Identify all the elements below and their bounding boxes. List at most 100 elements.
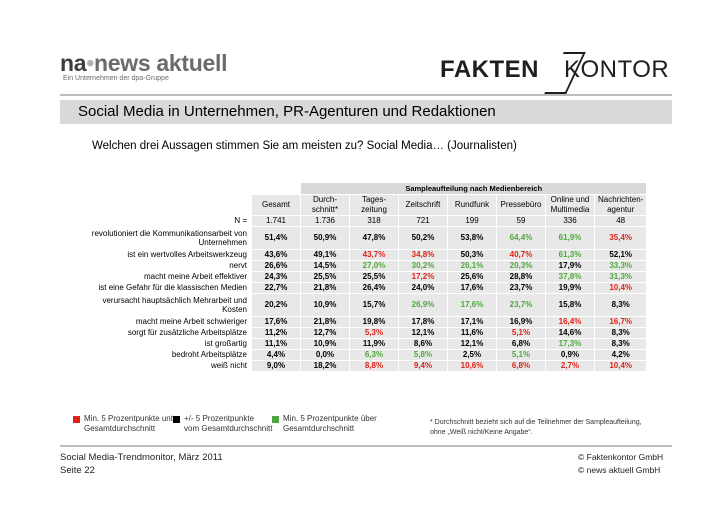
cell-value: 5,1%: [496, 349, 546, 361]
table-row: macht meine Arbeit effektiver 24,3% 25,5% 2…: [75, 271, 648, 283]
cell-value: 43,6%: [251, 249, 301, 261]
cell-value: 22,7%: [251, 282, 301, 294]
news-aktuell-logo: na•news aktuell: [60, 50, 228, 76]
page-title: Social Media in Unternehmen, PR-Agenture…: [78, 103, 496, 120]
cell-value: 8,8%: [349, 360, 399, 372]
table-row: revolutioniert die Kommunikationsarbeit …: [75, 226, 648, 250]
header-divider: [60, 94, 672, 96]
cell-value: 24,3%: [251, 271, 301, 283]
results-table: Sampleaufteilung nach Medienbereich Gesa…: [75, 182, 648, 372]
cell-value: 26,6%: [251, 260, 301, 272]
cell-value: 64,4%: [496, 226, 546, 250]
cell-value: 40,7%: [496, 249, 546, 261]
table-row: verursacht hauptsächlich Mehrarbeit und …: [75, 293, 648, 317]
cell-value: 4,4%: [251, 349, 301, 361]
legend-red-label: Min. 5 Prozentpunkte unter Gesamtdurchsc…: [84, 414, 181, 433]
cell-value: 17,6%: [251, 316, 301, 328]
news-aktuell-tagline: Ein Unternehmen der dpa-Gruppe: [63, 75, 169, 82]
row-label: revolutioniert die Kommunikationsarbeit …: [75, 226, 252, 250]
cell-value: 31,3%: [593, 271, 648, 283]
n-value: 721: [398, 215, 448, 227]
cell-value: 17,6%: [447, 293, 497, 317]
footer-source: Social Media-Trendmonitor, März 2011: [60, 452, 223, 463]
row-label: sorgt für zusätzliche Arbeitsplätze: [75, 327, 252, 339]
cell-value: 34,8%: [398, 249, 448, 261]
n-value: 1.736: [300, 215, 350, 227]
cell-value: 9,0%: [251, 360, 301, 372]
row-label: macht meine Arbeit effektiver: [75, 271, 252, 283]
column-header: Durch- schnitt*: [300, 194, 350, 216]
cell-value: 23,7%: [496, 282, 546, 294]
cell-value: 25,6%: [447, 271, 497, 283]
cell-value: 10,9%: [300, 338, 350, 350]
cell-value: 14,6%: [545, 327, 595, 339]
table-row: nervt 26,6% 14,5% 27,0% 30,2% 26,1% 20,3% 17,9%…: [75, 260, 648, 272]
legend-green-label: Min. 5 Prozentpunkte über Gesamtdurchsch…: [283, 414, 377, 433]
footer-page-number: Seite 22: [60, 465, 95, 476]
cell-value: 19,9%: [545, 282, 595, 294]
cell-value: 47,8%: [349, 226, 399, 250]
cell-value: 21,8%: [300, 316, 350, 328]
cell-value: 17,8%: [398, 316, 448, 328]
row-label: ist eine Gefahr für die klassischen Medi…: [75, 282, 252, 294]
row-label: nervt: [75, 260, 252, 272]
cell-value: 49,1%: [300, 249, 350, 261]
cell-value: 6,3%: [349, 349, 399, 361]
cell-value: 53,8%: [447, 226, 497, 250]
table-row: ist eine Gefahr für die klassischen Medi…: [75, 282, 648, 294]
table-row: ist großartig 11,1% 10,9% 11,9% 8,6% 12,1% 6,8…: [75, 338, 648, 350]
copyright-news-aktuell: © news aktuell GmbH: [578, 465, 661, 475]
cell-value: 16,9%: [496, 316, 546, 328]
n-label: N =: [75, 215, 252, 227]
cell-value: 15,8%: [545, 293, 595, 317]
cell-value: 20,3%: [496, 260, 546, 272]
table-row: sorgt für zusätzliche Arbeitsplätze 11,2%…: [75, 327, 648, 339]
cell-value: 37,8%: [545, 271, 595, 283]
cell-value: 2,5%: [447, 349, 497, 361]
row-label: macht meine Arbeit schwieriger: [75, 316, 252, 328]
row-label: bedroht Arbeitsplätze: [75, 349, 252, 361]
cell-value: 10,4%: [593, 282, 648, 294]
cell-value: 26,9%: [398, 293, 448, 317]
cell-value: 50,3%: [447, 249, 497, 261]
cell-value: 17,9%: [545, 260, 595, 272]
legend-black-swatch: [173, 416, 180, 423]
cell-value: 50,9%: [300, 226, 350, 250]
cell-value: 25,5%: [300, 271, 350, 283]
column-header: Online und Multimedia: [545, 194, 595, 216]
cell-value: 19,8%: [349, 316, 399, 328]
cell-value: 27,0%: [349, 260, 399, 272]
row-label: ist ein wertvolles Arbeitswerkzeug: [75, 249, 252, 261]
legend-green-swatch: [272, 416, 279, 423]
cell-value: 4,2%: [593, 349, 648, 361]
table-row: macht meine Arbeit schwieriger 17,6% 21,8%…: [75, 316, 648, 328]
row-label: verursacht hauptsächlich Mehrarbeit und …: [75, 293, 252, 317]
cell-value: 6,8%: [496, 338, 546, 350]
legend-red-swatch: [73, 416, 80, 423]
cell-value: 11,6%: [447, 327, 497, 339]
cell-value: 11,2%: [251, 327, 301, 339]
cell-value: 61,9%: [545, 226, 595, 250]
table-row: weiß nicht 9,0% 18,2% 8,8% 9,4% 10,6% 6,8% 2,7%…: [75, 360, 648, 372]
cell-value: 12,1%: [398, 327, 448, 339]
cell-value: 21,8%: [300, 282, 350, 294]
cell-value: 0,0%: [300, 349, 350, 361]
cell-value: 0,9%: [545, 349, 595, 361]
cell-value: 17,3%: [545, 338, 595, 350]
cell-value: 51,4%: [251, 226, 301, 250]
column-header: Gesamt: [251, 194, 301, 216]
cell-value: 8,3%: [593, 338, 648, 350]
cell-value: 5,3%: [349, 327, 399, 339]
cell-value: 17,1%: [447, 316, 497, 328]
page-title-bar: Social Media in Unternehmen, PR-Agenture…: [60, 100, 672, 124]
row-label: weiß nicht: [75, 360, 252, 372]
cell-value: 12,1%: [447, 338, 497, 350]
cell-value: 10,6%: [447, 360, 497, 372]
table-row: ist ein wertvolles Arbeitswerkzeug 43,6% 4…: [75, 249, 648, 261]
cell-value: 17,6%: [447, 282, 497, 294]
footer-left: Social Media-Trendmonitor, März 2011 Sei…: [60, 451, 223, 477]
cell-value: 50,2%: [398, 226, 448, 250]
cell-value: 24,0%: [398, 282, 448, 294]
n-value: 48: [593, 215, 648, 227]
copyright-faktenkontor: © Faktenkontor GmbH: [578, 452, 664, 462]
